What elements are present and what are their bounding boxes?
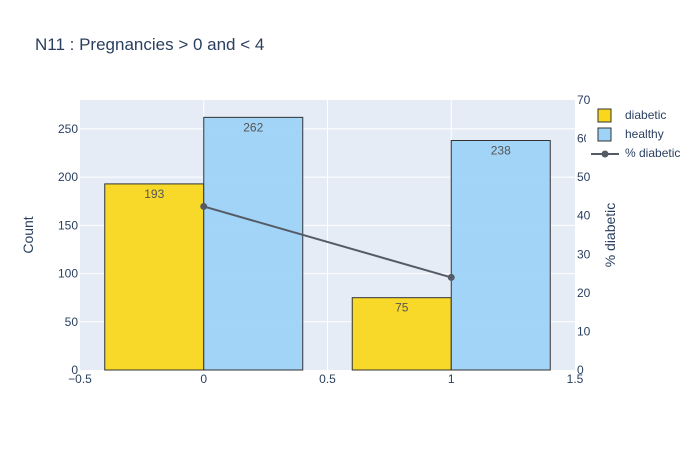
bar-data-label: 238	[491, 144, 511, 158]
legend[interactable]: diabetic healthy % diabetic	[586, 104, 680, 162]
x-tick-label: 0.5	[319, 372, 336, 386]
bar-diabetic	[104, 183, 205, 371]
y-axis-ticks: 0 50 100 150 200 250	[58, 122, 78, 377]
y2-tick-label: 0	[577, 363, 584, 377]
y-tick-label: 250	[58, 122, 78, 136]
legend-label: % diabetic	[625, 146, 680, 160]
legend-swatch	[597, 108, 612, 123]
x-tick-label: 1	[448, 372, 455, 386]
bar-series	[104, 116, 551, 371]
line-point	[447, 273, 455, 281]
y2-tick-label: 70	[577, 93, 591, 107]
y-axis-title: Count	[20, 216, 36, 253]
bar-data-label: 193	[144, 187, 164, 201]
legend-swatch	[597, 127, 612, 142]
bar-labels: 193 75 262 238	[144, 120, 511, 314]
legend-label: diabetic	[625, 108, 666, 122]
bar-data-label: 75	[395, 301, 409, 315]
y2-tick-label: 20	[577, 286, 591, 300]
x-axis-ticks: −0.5 0 0.5 1 1.5	[68, 372, 584, 386]
x-tick-label: 0	[200, 372, 207, 386]
bar-data-label: 262	[243, 120, 263, 134]
line-series	[200, 202, 455, 281]
y2-tick-label: 30	[577, 247, 591, 261]
y-tick-label: 200	[58, 170, 78, 184]
bar-healthy	[203, 116, 304, 371]
y2-tick-label: 10	[577, 324, 591, 338]
x-tick-label: −0.5	[68, 372, 92, 386]
bar-diabetic	[351, 297, 452, 371]
legend-marker	[601, 150, 609, 158]
y2-tick-label: 50	[577, 170, 591, 184]
y-tick-label: 50	[65, 315, 79, 329]
chart-title: N11 : Pregnancies > 0 and < 4	[35, 35, 264, 54]
y-tick-label: 100	[58, 267, 78, 281]
x-tick-label: 1.5	[567, 372, 584, 386]
y2-axis-title: % diabetic	[602, 203, 618, 268]
bar-healthy	[450, 140, 551, 371]
line-point	[200, 202, 208, 210]
legend-label: healthy	[625, 127, 664, 141]
y-tick-label: 0	[71, 363, 78, 377]
line-pct-diabetic	[203, 205, 452, 279]
y-tick-label: 150	[58, 218, 78, 232]
y2-tick-label: 40	[577, 209, 591, 223]
